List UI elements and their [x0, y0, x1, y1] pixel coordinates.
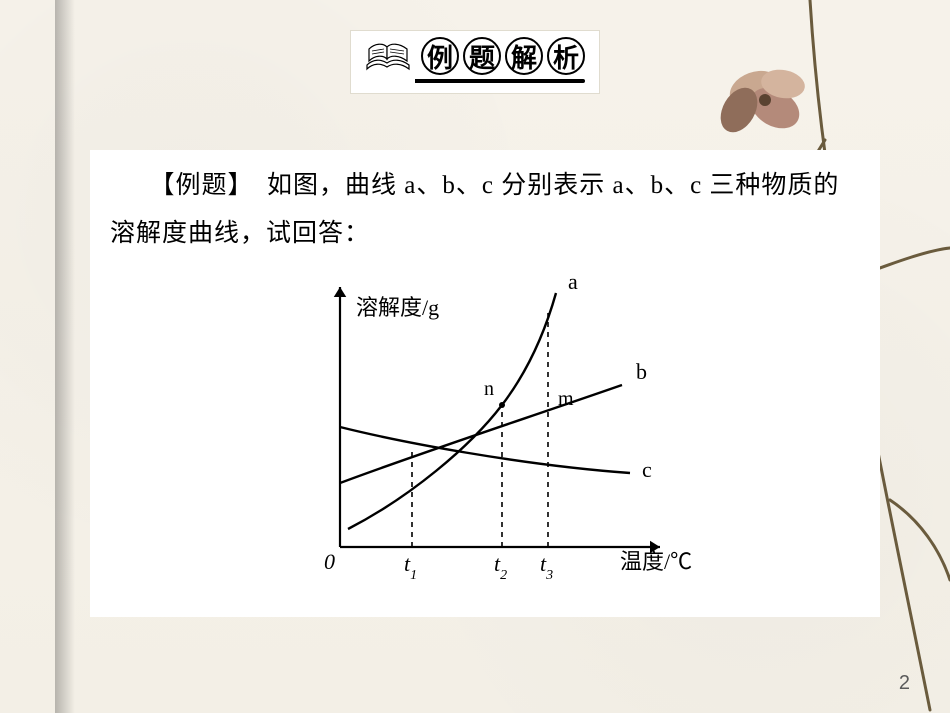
- header-char-1: 例: [421, 37, 459, 75]
- question-text: 【例题】 如图，曲线 a、b、c 分别表示 a、b、c 三种物质的溶解度曲线，试…: [110, 162, 860, 257]
- header-underline: [415, 79, 585, 83]
- question-prefix: 【例题】: [162, 172, 241, 199]
- section-header: 例 题 解 析: [350, 30, 600, 94]
- svg-text:t3: t3: [540, 551, 553, 583]
- header-char-3: 解: [505, 37, 543, 75]
- svg-text:m: m: [558, 388, 574, 410]
- svg-text:b: b: [636, 359, 647, 384]
- svg-text:t2: t2: [494, 551, 507, 583]
- content-block: 【例题】 如图，曲线 a、b、c 分别表示 a、b、c 三种物质的溶解度曲线，试…: [90, 150, 880, 617]
- svg-text:温度/℃: 温度/℃: [620, 549, 692, 574]
- svg-text:n: n: [484, 378, 494, 400]
- svg-text:0: 0: [324, 549, 335, 574]
- header-char-4: 析: [547, 37, 585, 75]
- header-char-2: 题: [463, 37, 501, 75]
- page-number: 2: [899, 672, 910, 695]
- svg-text:a: a: [568, 269, 578, 294]
- book-icon: [365, 39, 411, 73]
- page-fold-shadow: [55, 0, 75, 713]
- svg-text:溶解度/g: 溶解度/g: [356, 295, 439, 320]
- svg-text:t1: t1: [404, 551, 417, 583]
- solubility-chart: 0 溶解度/g 温度/℃ a b c t1 t2 t3 n m: [270, 267, 700, 597]
- svg-text:c: c: [642, 457, 652, 482]
